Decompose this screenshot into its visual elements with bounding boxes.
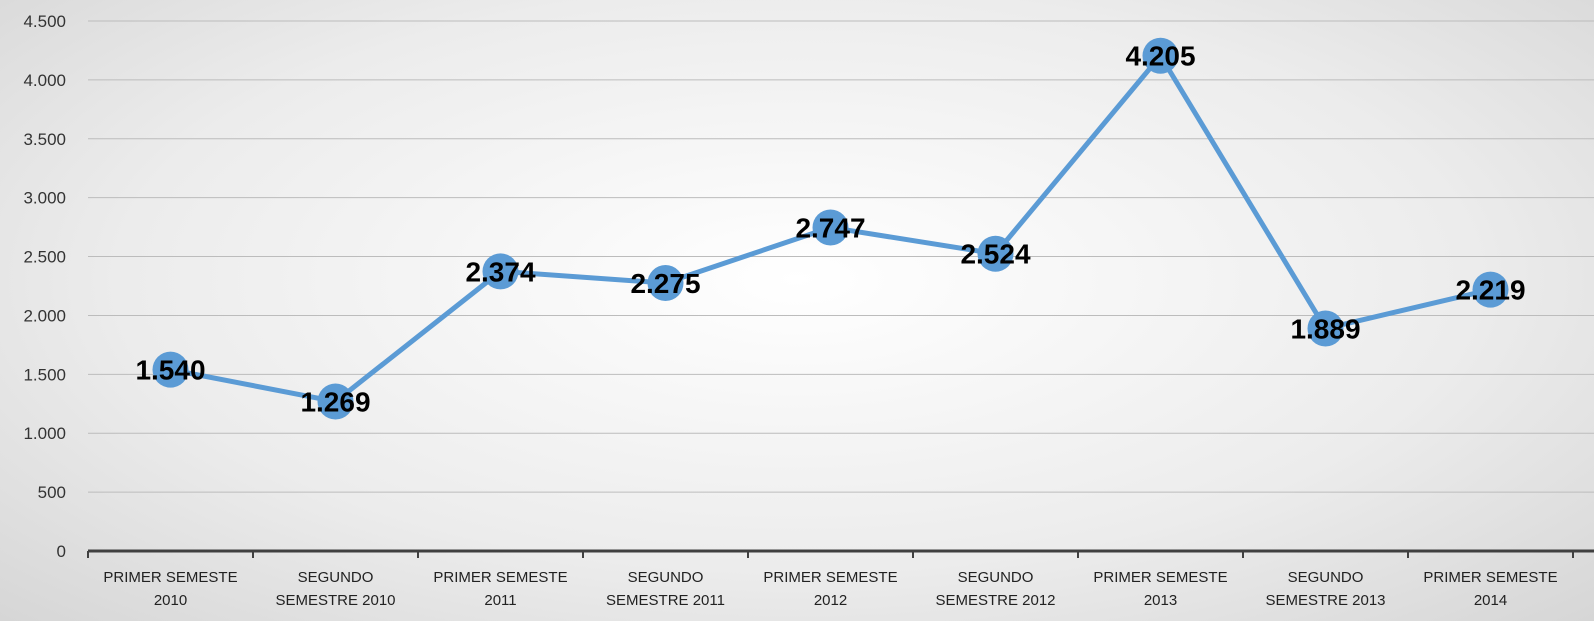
x-tick-label: PRIMER SEMESTE 2010 [103, 569, 238, 609]
x-tick-label: PRIMER SEMESTE 2011 [433, 569, 568, 609]
data-label: 2.747 [795, 212, 865, 243]
y-tick-label: 3.000 [23, 189, 66, 208]
data-label: 2.275 [630, 268, 700, 299]
data-label: 2.374 [465, 256, 535, 287]
data-label: 1.540 [135, 355, 205, 386]
x-tick-label: SEGUNDO SEMESTRE 2013 [1265, 569, 1386, 609]
y-tick-label: 4.000 [23, 71, 66, 90]
data-point [152, 351, 189, 388]
data-point [482, 253, 519, 290]
y-tick-label: 2.000 [23, 306, 66, 325]
data-label: 2.219 [1455, 275, 1525, 306]
y-tick-label: 2.500 [23, 248, 66, 267]
data-point [812, 209, 849, 246]
y-tick-label: 1.500 [23, 365, 66, 384]
data-point [1142, 37, 1179, 74]
data-label: 1.269 [300, 387, 370, 418]
data-label: 4.205 [1125, 41, 1195, 72]
x-tick-label: SEGUNDO SEMESTRE 2011 [606, 569, 725, 609]
data-point [977, 235, 1014, 272]
data-label: 1.889 [1290, 314, 1360, 345]
data-point [1307, 310, 1344, 347]
y-tick-label: 4.500 [23, 12, 66, 31]
data-point [1472, 271, 1509, 308]
x-tick-label: PRIMER SEMESTE 2012 [763, 569, 898, 609]
x-tick-label: PRIMER SEMESTE 2013 [1093, 569, 1228, 609]
y-tick-label: 500 [38, 483, 66, 502]
x-tick-label: PRIMER SEMESTE 2014 [1423, 569, 1558, 609]
data-point [647, 265, 684, 302]
y-tick-label: 3.500 [23, 130, 66, 149]
x-tick-label: SEGUNDO SEMESTRE 2010 [275, 569, 396, 609]
data-point [317, 383, 354, 420]
y-tick-label: 0 [57, 542, 66, 561]
y-tick-label: 1.000 [23, 424, 66, 443]
x-tick-label: SEGUNDO SEMESTRE 2012 [935, 569, 1056, 609]
data-label: 2.524 [960, 239, 1030, 270]
